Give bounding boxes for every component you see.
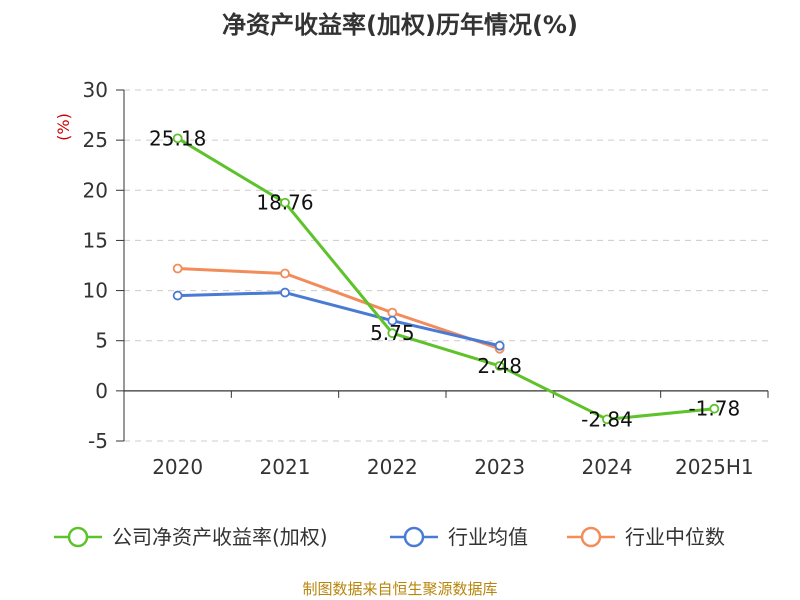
y-tick-label: 10	[83, 279, 108, 303]
series-line	[176, 291, 502, 348]
y-tick-label: -5	[88, 429, 108, 453]
data-point	[387, 307, 398, 318]
legend-label: 行业中位数	[625, 525, 725, 549]
data-label: 25.18	[149, 126, 206, 150]
data-label: 2.48	[477, 354, 522, 378]
data-label: -2.84	[581, 407, 633, 431]
y-tick-label: 5	[95, 329, 108, 353]
legend: 公司净资产收益率(加权) 行业均值 行业中位数	[54, 525, 725, 549]
data-label: 18.76	[256, 191, 313, 215]
data-point	[602, 414, 612, 425]
x-tick-label: 2025H1	[675, 455, 754, 479]
legend-swatch-marker	[67, 526, 89, 548]
gridlines	[124, 89, 768, 442]
x-tick-label: 2022	[367, 455, 418, 479]
legend-swatch-marker	[580, 526, 602, 548]
y-axis-unit: (%)	[54, 113, 73, 141]
legend-label: 行业均值	[448, 525, 528, 549]
data-point	[387, 315, 398, 326]
data-point	[494, 340, 505, 351]
data-point	[387, 328, 398, 339]
data-point	[280, 197, 290, 208]
x-tick-label: 2021	[260, 455, 311, 479]
data-source-note: 制图数据来自恒生聚源数据库	[302, 580, 497, 598]
data-point	[172, 290, 183, 301]
y-tick-label: 30	[83, 78, 108, 102]
data-label: -1.78	[688, 397, 740, 421]
data-point	[172, 133, 183, 144]
series-lines	[172, 133, 720, 425]
data-point	[494, 361, 505, 371]
y-tick-label: 20	[83, 178, 108, 202]
data-point	[172, 263, 183, 274]
x-tick-label: 2024	[582, 455, 633, 479]
series-line	[176, 267, 502, 351]
data-point	[280, 268, 290, 279]
axes: 30 25 20 15 10 5 0 -5 2020 2021 2022 2023 2024 2025H1	[83, 78, 769, 479]
legend-label: 公司净资产收益率(加权)	[112, 525, 328, 549]
data-labels: 25.18 18.76 5.75 2.48 -2.84 -1.78	[149, 126, 740, 431]
chart-title: 净资产收益率(加权)历年情况(%)	[222, 11, 578, 39]
y-tick-label: 25	[83, 128, 108, 152]
data-point	[709, 403, 720, 414]
data-label: 5.75	[370, 321, 415, 345]
y-tick-label: 15	[83, 228, 108, 252]
x-tick-label: 2020	[152, 455, 203, 479]
x-tick-label: 2023	[474, 455, 525, 479]
legend-swatch-marker	[403, 526, 425, 548]
y-tick-label: 0	[95, 379, 108, 403]
series-line	[176, 136, 716, 421]
data-point	[280, 287, 290, 298]
